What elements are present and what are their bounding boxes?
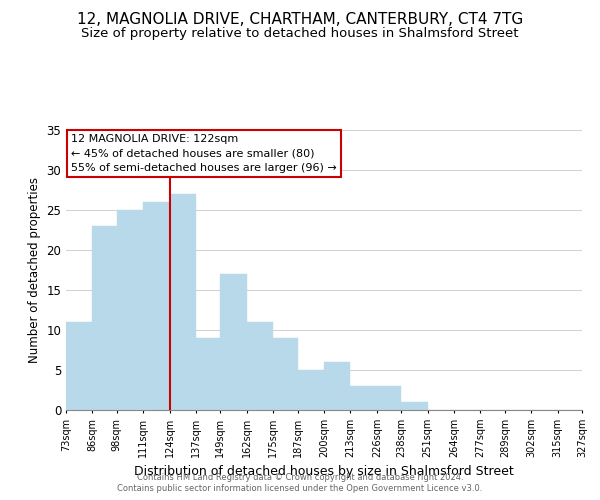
Y-axis label: Number of detached properties: Number of detached properties (28, 177, 41, 363)
Bar (401, 402, 428, 410)
Bar (273, 338, 298, 410)
Bar (220, 274, 247, 410)
Text: 12 MAGNOLIA DRIVE: 122sqm
← 45% of detached houses are smaller (80)
55% of semi-: 12 MAGNOLIA DRIVE: 122sqm ← 45% of detac… (71, 134, 337, 173)
Bar (66, 322, 92, 410)
Bar (350, 386, 377, 410)
Text: Contains HM Land Registry data © Crown copyright and database right 2024.: Contains HM Land Registry data © Crown c… (137, 472, 463, 482)
Bar (247, 322, 273, 410)
Bar (92, 226, 117, 410)
Bar (143, 202, 170, 410)
Text: Contains public sector information licensed under the Open Government Licence v3: Contains public sector information licen… (118, 484, 482, 493)
Text: Size of property relative to detached houses in Shalmsford Street: Size of property relative to detached ho… (81, 28, 519, 40)
Bar (324, 362, 350, 410)
X-axis label: Distribution of detached houses by size in Shalmsford Street: Distribution of detached houses by size … (134, 466, 514, 478)
Bar (196, 338, 220, 410)
Text: 12, MAGNOLIA DRIVE, CHARTHAM, CANTERBURY, CT4 7TG: 12, MAGNOLIA DRIVE, CHARTHAM, CANTERBURY… (77, 12, 523, 28)
Bar (117, 210, 143, 410)
Bar (170, 194, 196, 410)
Bar (377, 386, 401, 410)
Bar (298, 370, 324, 410)
